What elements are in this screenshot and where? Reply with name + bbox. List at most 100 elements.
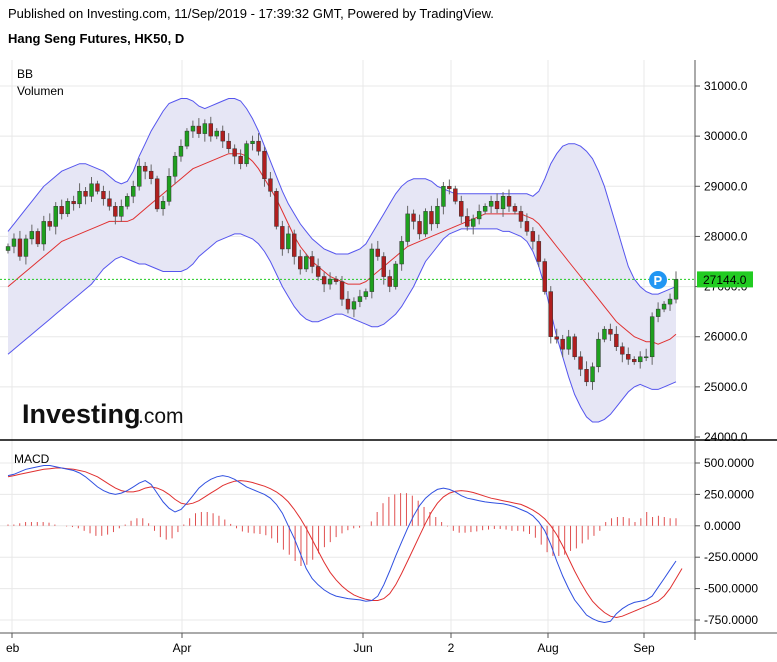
macd-histogram <box>7 493 677 566</box>
candle-body <box>566 336 571 350</box>
p-marker-label: P <box>654 273 663 288</box>
candle-body <box>327 278 333 285</box>
candle-body <box>77 191 82 205</box>
candle-body <box>584 369 589 383</box>
time-axis-ticks: eb Apr Jun 2 Aug Sep <box>6 633 655 655</box>
candle-body <box>172 155 178 177</box>
time-tick-label: Sep <box>633 641 655 655</box>
candle-body <box>17 238 23 257</box>
candle-body <box>673 279 679 300</box>
candle-body <box>220 130 225 142</box>
candle-body <box>178 145 184 157</box>
candle-body <box>190 125 196 132</box>
investing-logo: Investing .com <box>22 399 184 429</box>
candle-body <box>453 188 458 202</box>
p-marker-icon[interactable] <box>649 271 667 289</box>
candle-body <box>226 140 231 149</box>
macd-tick-label: -750.0000 <box>704 613 758 627</box>
price-tick-label: 25000.0 <box>704 380 748 394</box>
candle-body <box>345 298 351 310</box>
logo-wordmark: Investing <box>22 399 141 429</box>
candle-body <box>608 328 613 335</box>
candle-body <box>125 196 130 207</box>
candle-body <box>632 359 637 363</box>
candle-body <box>101 191 106 200</box>
candle-body <box>375 248 380 257</box>
candle-body <box>232 148 237 157</box>
candle-body <box>596 338 601 368</box>
candle-body <box>95 183 100 192</box>
candle-body <box>381 256 386 277</box>
candle-body <box>411 213 416 222</box>
candle-body <box>333 278 339 282</box>
candle-body <box>459 201 464 217</box>
candle-body <box>107 198 112 207</box>
published-caption: Published on Investing.com, 11/Sep/2019 … <box>8 6 494 21</box>
candle-body <box>137 165 142 187</box>
legend-macd: MACD <box>14 452 50 466</box>
candle-body <box>578 356 583 370</box>
price-tick-label: 31000.0 <box>704 79 748 93</box>
candle-body <box>160 201 166 210</box>
candle-body <box>11 238 17 247</box>
candle-body <box>572 336 577 358</box>
candle-body <box>560 338 565 350</box>
price-axis-ticks: 31000.030000.029000.028000.027000.026000… <box>695 79 748 444</box>
time-tick-label: Apr <box>173 641 192 655</box>
candle-body <box>512 206 518 212</box>
candle-body <box>661 303 667 310</box>
candle-body <box>643 356 649 359</box>
price-tick-label: 29000.0 <box>704 179 748 193</box>
candle-body <box>357 296 363 302</box>
macd-tick-label: -500.0000 <box>704 582 758 596</box>
candle-body <box>286 233 291 250</box>
candle-body <box>649 316 655 358</box>
candle-body <box>5 246 11 251</box>
candle-body <box>602 328 607 340</box>
bollinger-band-fill <box>8 98 676 422</box>
bollinger-upper-line <box>7 98 677 295</box>
time-tick-label: 2 <box>448 641 455 655</box>
candle-body <box>35 231 41 245</box>
macd-signal-line <box>7 467 683 619</box>
candle-body <box>614 333 619 347</box>
candle-body <box>89 183 94 197</box>
candle-body <box>393 263 398 287</box>
chart-title: Hang Seng Futures, HK50, D <box>8 31 185 46</box>
candle-body <box>304 256 309 270</box>
candle-body <box>351 301 357 310</box>
candle-body <box>280 226 285 250</box>
candle-body <box>405 213 410 242</box>
candle-body <box>548 291 553 337</box>
candle-body <box>471 218 476 227</box>
candle-body <box>298 256 303 270</box>
candle-body <box>387 276 392 287</box>
candle-body <box>620 346 625 355</box>
candle-body <box>250 140 255 144</box>
candle-body <box>447 186 452 190</box>
candle-body <box>71 201 76 205</box>
candle-body <box>262 150 267 180</box>
candle-body <box>590 366 595 383</box>
candle-body <box>369 248 375 292</box>
candle-body <box>518 211 524 222</box>
time-tick-label: eb <box>6 641 20 655</box>
candle-body <box>435 206 440 225</box>
candle-body <box>315 266 321 277</box>
candle-body <box>321 276 327 285</box>
legend-bb: BB <box>17 67 33 81</box>
time-tick-label: Aug <box>537 641 558 655</box>
candle-body <box>655 308 661 317</box>
price-tick-label: 24000.0 <box>704 430 748 444</box>
candle-body <box>626 354 631 360</box>
candle-body <box>441 186 446 207</box>
candle-body <box>638 356 643 363</box>
candle-body <box>41 221 46 245</box>
candle-body <box>554 336 559 340</box>
candle-body <box>274 191 279 227</box>
candle-body <box>148 170 154 179</box>
macd-tick-label: 250.0000 <box>704 487 754 501</box>
current-price-tag <box>697 271 753 288</box>
